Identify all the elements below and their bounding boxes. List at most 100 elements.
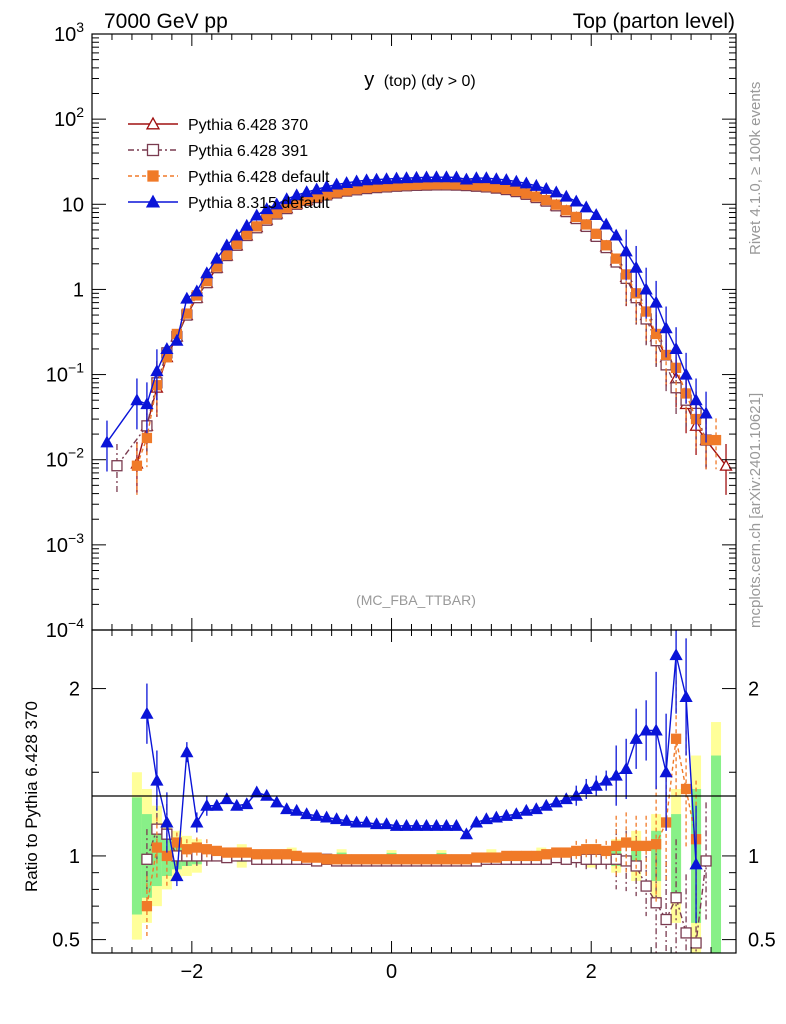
ratio-data-point [160,815,174,828]
legend-marker [145,194,161,208]
legend-label: Pythia 8.315 default [188,195,330,212]
ratio-data-point [599,773,613,786]
main-data-point [581,219,592,230]
ratio-data-point [499,808,513,821]
ratio-data-point [511,850,522,862]
header-right: Top (parton level) [573,10,735,33]
ratio-data-point [230,798,244,811]
ratio-data-point [291,850,302,862]
ratio-data-point [161,850,173,862]
main-y-tick-label: 1 [73,279,84,301]
ratio-data-point [310,808,324,821]
ratio-data-point [399,818,414,831]
main-data-point [280,192,294,205]
ratio-data-point [191,842,202,853]
main-data-point [141,432,153,444]
main-data-point [619,244,633,257]
main-data-point [250,208,264,221]
ratio-data-point [659,765,673,778]
main-data-point [261,213,272,225]
main-data-point [599,217,613,230]
ratio-data-point [640,840,652,852]
ratio-data-point [301,852,312,863]
ratio-data-point [141,853,153,865]
ratio-data-point [369,817,384,830]
ratio-series-line [146,738,697,907]
main-y-tick-label: 10−1 [46,360,84,387]
ratio-data-point [351,854,362,865]
ratio-data-point [431,854,442,865]
main-data-point [200,266,214,279]
main-data-point [409,170,424,183]
main-data-point [521,188,532,199]
main-data-point [389,171,404,184]
main-data-point [221,249,232,260]
ratio-data-point [359,815,374,828]
main-data-point [190,284,204,297]
main-data-point [339,176,354,189]
tick-base: 10 [46,620,68,642]
main-data-point [379,172,394,185]
main-data-point [349,174,364,187]
tick-exponent: −4 [68,615,84,631]
ratio-data-point [339,813,354,826]
ratio-data-point [210,798,224,811]
ratio-data-point [421,854,432,865]
ratio-data-point [261,849,272,860]
ratio-data-point [330,812,344,825]
main-data-point [439,170,454,183]
main-data-point [359,173,374,186]
ratio-data-point [640,880,652,892]
main-data-point [579,200,593,213]
ratio-data-point [280,802,294,815]
main-data-point [629,260,643,273]
ratio-data-point [409,818,424,831]
ratio-data-point [349,815,364,828]
ratio-data-point [571,845,582,857]
ratio-y-tick-label-right: 2 [748,679,759,701]
main-data-point [649,295,663,308]
ratio-series-layer [140,630,712,953]
ratio-data-point [619,762,633,774]
ratio-data-point [559,792,573,805]
ratio-data-point [549,795,563,808]
main-data-point [509,174,523,187]
ratio-y-tick-label: 1 [69,846,80,868]
ratio-data-point [381,854,392,865]
ratio-data-point [459,827,474,840]
ratio-data-point [509,807,523,820]
ratio-data-point [609,768,623,781]
legend-label: Pythia 6.428 391 [188,143,308,160]
main-data-point [290,188,304,201]
main-series-line [136,183,727,467]
ratio-data-point [150,773,164,786]
ratio-data-point [331,854,342,865]
plot-title-sub: (top) (dy > 0) [384,73,476,90]
main-data-point [231,239,242,250]
ratio-data-point [650,839,662,850]
header-left: 7000 GeV pp [104,10,228,33]
ratio-data-point [680,927,692,939]
ratio-data-point [170,869,184,882]
ratio-y-axis-label: Ratio to Pythia 6.428 370 [22,701,41,892]
main-data-point [489,172,503,185]
ratio-data-point [469,815,484,828]
ratio-data-point [220,792,234,805]
ratio-data-point [690,937,702,949]
main-data-point [419,170,434,183]
ratio-green-band [631,840,642,871]
ratio-data-point [290,803,304,816]
main-data-point [679,367,693,380]
main-series-line [136,183,717,466]
ratio-data-point [489,810,503,823]
ratio-data-point [521,850,532,862]
ratio-data-point [589,778,603,791]
tick-base: 10 [46,365,68,387]
ratio-data-point [611,840,622,852]
ratio-data-point [140,706,154,719]
legend: Pythia 6.428 370 Pythia 6.428 391 Pythia 6… [128,116,330,212]
tick-exponent: −1 [68,360,84,376]
ratio-data-point [250,785,264,798]
ratio-data-point [251,849,262,860]
